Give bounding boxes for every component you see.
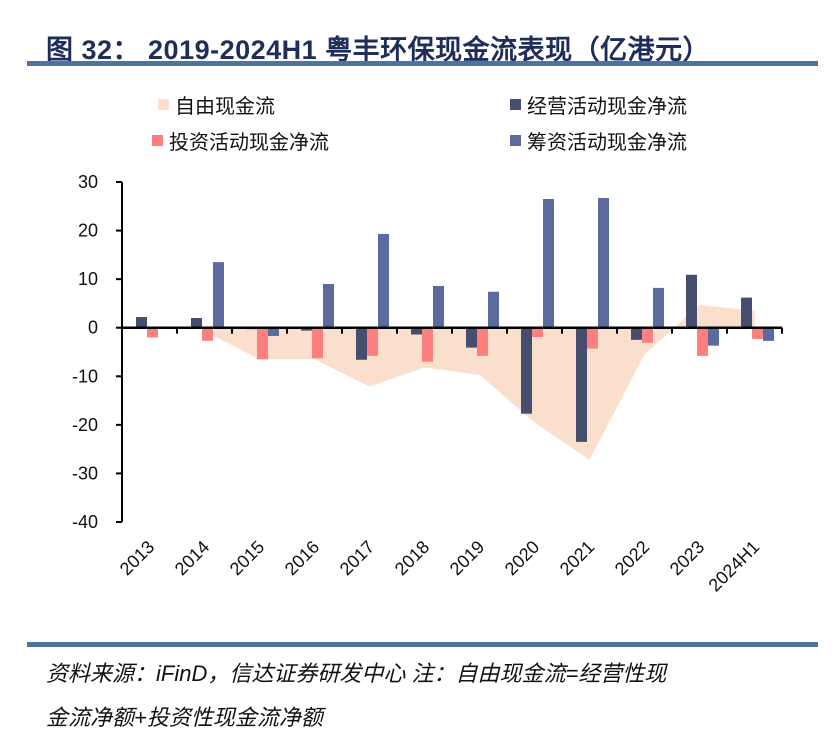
- x-tick-label: 2017: [336, 537, 378, 579]
- legend-label: 经营活动现金净流: [527, 96, 687, 118]
- legend-label: 投资活动现金净流: [169, 132, 329, 154]
- y-tick-label: -30: [72, 463, 98, 483]
- y-tick-label: 20: [78, 221, 98, 241]
- bar-operating-2022: [631, 327, 642, 340]
- legend-label: 筹资活动现金净流: [527, 132, 687, 154]
- bar-investing-2019: [477, 327, 488, 356]
- bar-operating-2024H1: [741, 297, 752, 328]
- x-tick-label: 2023: [666, 537, 708, 579]
- bar-financing-2020: [543, 199, 554, 328]
- bar-investing-2018: [422, 327, 433, 362]
- y-tick-label: -40: [72, 512, 98, 532]
- bar-investing-2015: [257, 327, 268, 360]
- bar-operating-2020: [521, 327, 532, 414]
- x-tick-label: 2020: [501, 537, 543, 579]
- bar-operating-2023: [686, 274, 697, 328]
- footer-rule: [27, 642, 818, 647]
- bar-operating-2016: [301, 327, 312, 331]
- bar-financing-2017: [378, 233, 389, 328]
- bar-financing-2015: [268, 327, 279, 336]
- legend-item-operating: 经营活动现金净流: [510, 90, 687, 119]
- bar-financing-2024H1: [763, 327, 774, 341]
- bar-investing-2013: [147, 327, 158, 338]
- y-tick-label: 0: [88, 318, 98, 338]
- x-tick-label: 2019: [446, 537, 488, 579]
- area-free-cash-flow: [204, 304, 755, 460]
- bar-operating-2017: [356, 327, 367, 360]
- legend-item-investing: 投资活动现金净流: [152, 126, 329, 155]
- x-tick-label: 2024H1: [705, 537, 764, 596]
- bar-operating-2018: [411, 327, 422, 335]
- source-note-line-1: 资料来源：iFinD，信达证券研发中心 注：自由现金流=经营性现: [46, 661, 667, 686]
- bar-financing-2019: [488, 291, 499, 328]
- bar-investing-2023: [697, 327, 708, 356]
- bar-operating-2014: [191, 318, 202, 328]
- legend-swatch-operating: [510, 99, 521, 110]
- bar-investing-2020: [532, 327, 543, 337]
- y-tick-label: 10: [78, 269, 98, 289]
- bar-investing-2022: [642, 327, 653, 343]
- y-tick-label: -20: [72, 415, 98, 435]
- header-rule: [27, 61, 818, 66]
- legend-swatch-financing: [510, 135, 521, 146]
- bar-financing-2023: [708, 327, 719, 346]
- bar-financing-2018: [433, 285, 444, 328]
- figure-title: 图 32： 2019-2024H1 粤丰环保现金流表现（亿港元）: [46, 35, 711, 65]
- y-tick-label: -10: [72, 366, 98, 386]
- legend-swatch-investing: [152, 135, 163, 146]
- x-tick-label: 2015: [226, 537, 268, 579]
- x-tick-label: 2013: [116, 537, 158, 579]
- x-tick-label: 2016: [281, 537, 323, 579]
- legend-swatch-free-cash-flow: [158, 99, 169, 110]
- x-tick-label: 2014: [171, 537, 213, 579]
- x-tick-label: 2021: [556, 537, 598, 579]
- bar-investing-2014: [202, 327, 213, 341]
- x-tick-label: 2018: [391, 537, 433, 579]
- bar-financing-2014: [213, 262, 224, 328]
- x-tick-label: 2022: [611, 537, 653, 579]
- bar-financing-2016: [323, 284, 334, 328]
- bar-operating-2013: [136, 317, 147, 328]
- bar-operating-2021: [576, 327, 587, 442]
- bar-financing-2022: [653, 287, 664, 328]
- bar-investing-2024H1: [752, 327, 763, 339]
- legend-label: 自由现金流: [175, 96, 275, 118]
- bar-investing-2017: [367, 327, 378, 356]
- bar-investing-2016: [312, 327, 323, 359]
- bar-financing-2021: [598, 198, 609, 328]
- y-tick-label: 30: [78, 172, 98, 192]
- cash-flow-chart: 30 20 10 0 -10 -20 -30 -40 2013 2014 2015 2016 2017 2…: [72, 172, 783, 596]
- bar-operating-2019: [466, 327, 477, 348]
- legend-item-financing: 筹资活动现金净流: [510, 126, 687, 155]
- bar-investing-2021: [587, 327, 598, 349]
- legend-item-free-cash-flow: 自由现金流: [158, 90, 275, 119]
- source-note-line-2: 金流净额+投资性现金流净额: [46, 705, 323, 730]
